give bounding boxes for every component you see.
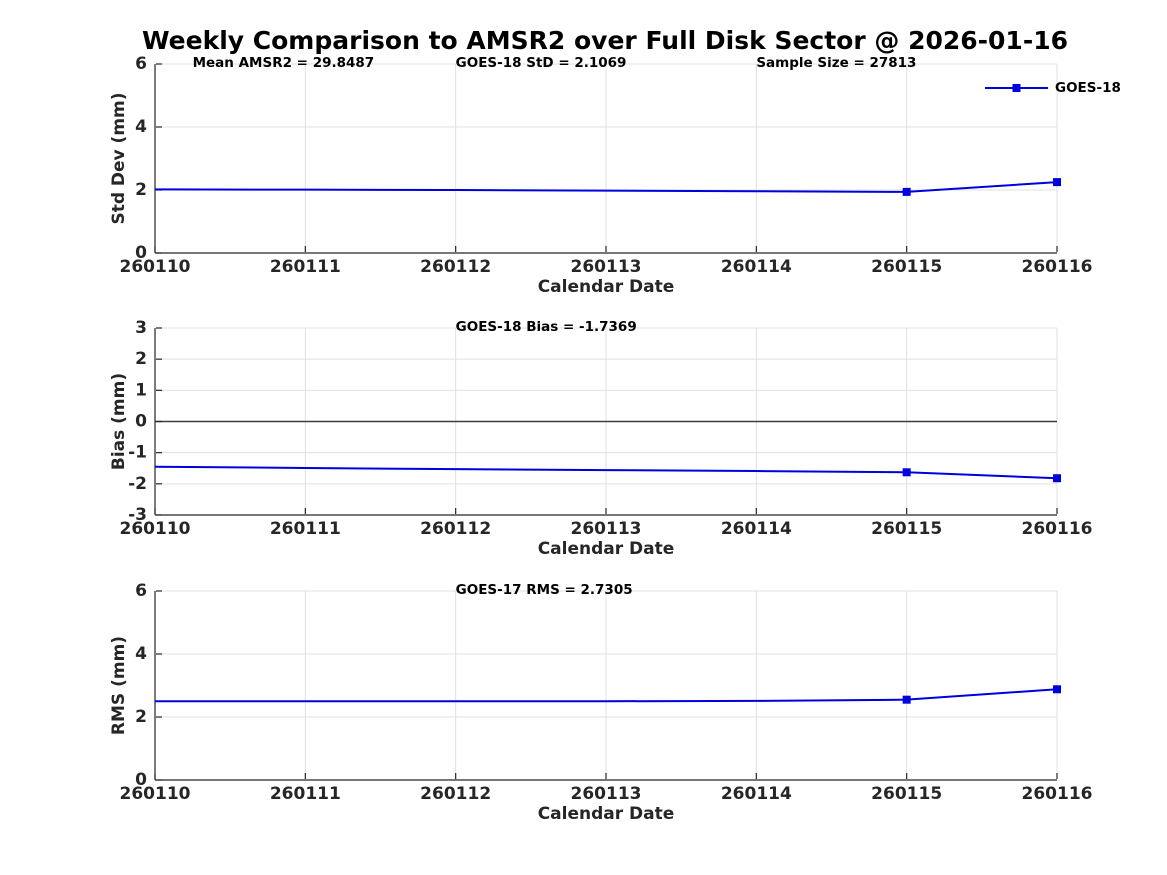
x-axis-label: Calendar Date <box>538 277 675 297</box>
y-tick-label: 2 <box>135 180 147 200</box>
annotation-text: Mean AMSR2 = 29.8487 <box>193 55 375 71</box>
x-tick-label: 260110 <box>120 519 191 539</box>
x-tick-label: 260113 <box>571 784 642 804</box>
x-tick-label: 260116 <box>1022 257 1093 277</box>
x-tick-label: 260115 <box>871 257 942 277</box>
legend-marker <box>1012 84 1021 92</box>
x-tick-label: 260114 <box>721 257 792 277</box>
legend-label: GOES-18 <box>1055 80 1121 96</box>
figure-title: Weekly Comparison to AMSR2 over Full Dis… <box>141 26 1068 55</box>
y-tick-label: 2 <box>135 349 147 369</box>
x-tick-label: 260112 <box>420 784 491 804</box>
subplot-rms: 260110 260111 260112 260113 260114 260115 2601… <box>109 581 1092 824</box>
data-point-marker <box>1053 685 1061 694</box>
y-tick-label: 0 <box>135 412 147 432</box>
annotation-text: GOES-18 StD = 2.1069 <box>456 55 627 71</box>
data-point-marker <box>902 468 911 477</box>
x-axis-label: Calendar Date <box>538 539 675 559</box>
y-tick-label: 4 <box>135 117 147 137</box>
y-tick-label: 4 <box>135 644 147 664</box>
x-tick-label: 260114 <box>721 784 792 804</box>
x-axis-label: Calendar Date <box>538 804 675 824</box>
subplot-bias: 260110 260111 260112 260113 260114 260115 2601… <box>109 318 1092 559</box>
y-tick-label: 6 <box>135 581 147 601</box>
y-tick-label: -2 <box>128 474 147 494</box>
y-tick-label: 0 <box>135 243 147 263</box>
data-point-marker <box>1053 474 1061 483</box>
x-tick-label: 260112 <box>420 519 491 539</box>
y-tick-label: 3 <box>135 318 147 338</box>
y-tick-label: 6 <box>135 54 147 74</box>
x-tick-label: 260111 <box>270 519 341 539</box>
x-tick-label: 260113 <box>571 519 642 539</box>
x-tick-label: 260110 <box>120 257 191 277</box>
x-tick-label: 260111 <box>270 257 341 277</box>
annotation-text: Sample Size = 27813 <box>756 55 916 71</box>
x-tick-label: 260115 <box>871 784 942 804</box>
y-tick-label: 0 <box>135 770 147 790</box>
x-tick-label: 260112 <box>420 257 491 277</box>
x-tick-label: 260111 <box>270 784 341 804</box>
y-tick-label: -3 <box>128 505 147 525</box>
x-tick-label: 260110 <box>120 784 191 804</box>
annotation-text: GOES-17 RMS = 2.7305 <box>456 582 633 598</box>
subplot-std-dev: 260110 260111 260112 260113 260114 260115 2601… <box>109 54 1121 297</box>
annotation-text: GOES-18 Bias = -1.7369 <box>456 319 637 335</box>
y-axis-label: Bias (mm) <box>109 373 129 470</box>
x-tick-label: 260115 <box>871 519 942 539</box>
data-point-marker <box>902 187 911 196</box>
y-tick-label: 2 <box>135 707 147 727</box>
y-axis-label: Std Dev (mm) <box>109 92 129 224</box>
x-tick-label: 260116 <box>1022 784 1093 804</box>
x-tick-label: 260114 <box>721 519 792 539</box>
y-axis-label: RMS (mm) <box>109 636 129 735</box>
x-tick-label: 260116 <box>1022 519 1093 539</box>
legend: GOES-18 <box>985 80 1121 96</box>
y-tick-label: -1 <box>128 443 147 463</box>
data-point-marker <box>1053 178 1061 187</box>
x-tick-label: 260113 <box>571 257 642 277</box>
y-tick-label: 1 <box>135 380 147 400</box>
data-point-marker <box>902 695 911 704</box>
